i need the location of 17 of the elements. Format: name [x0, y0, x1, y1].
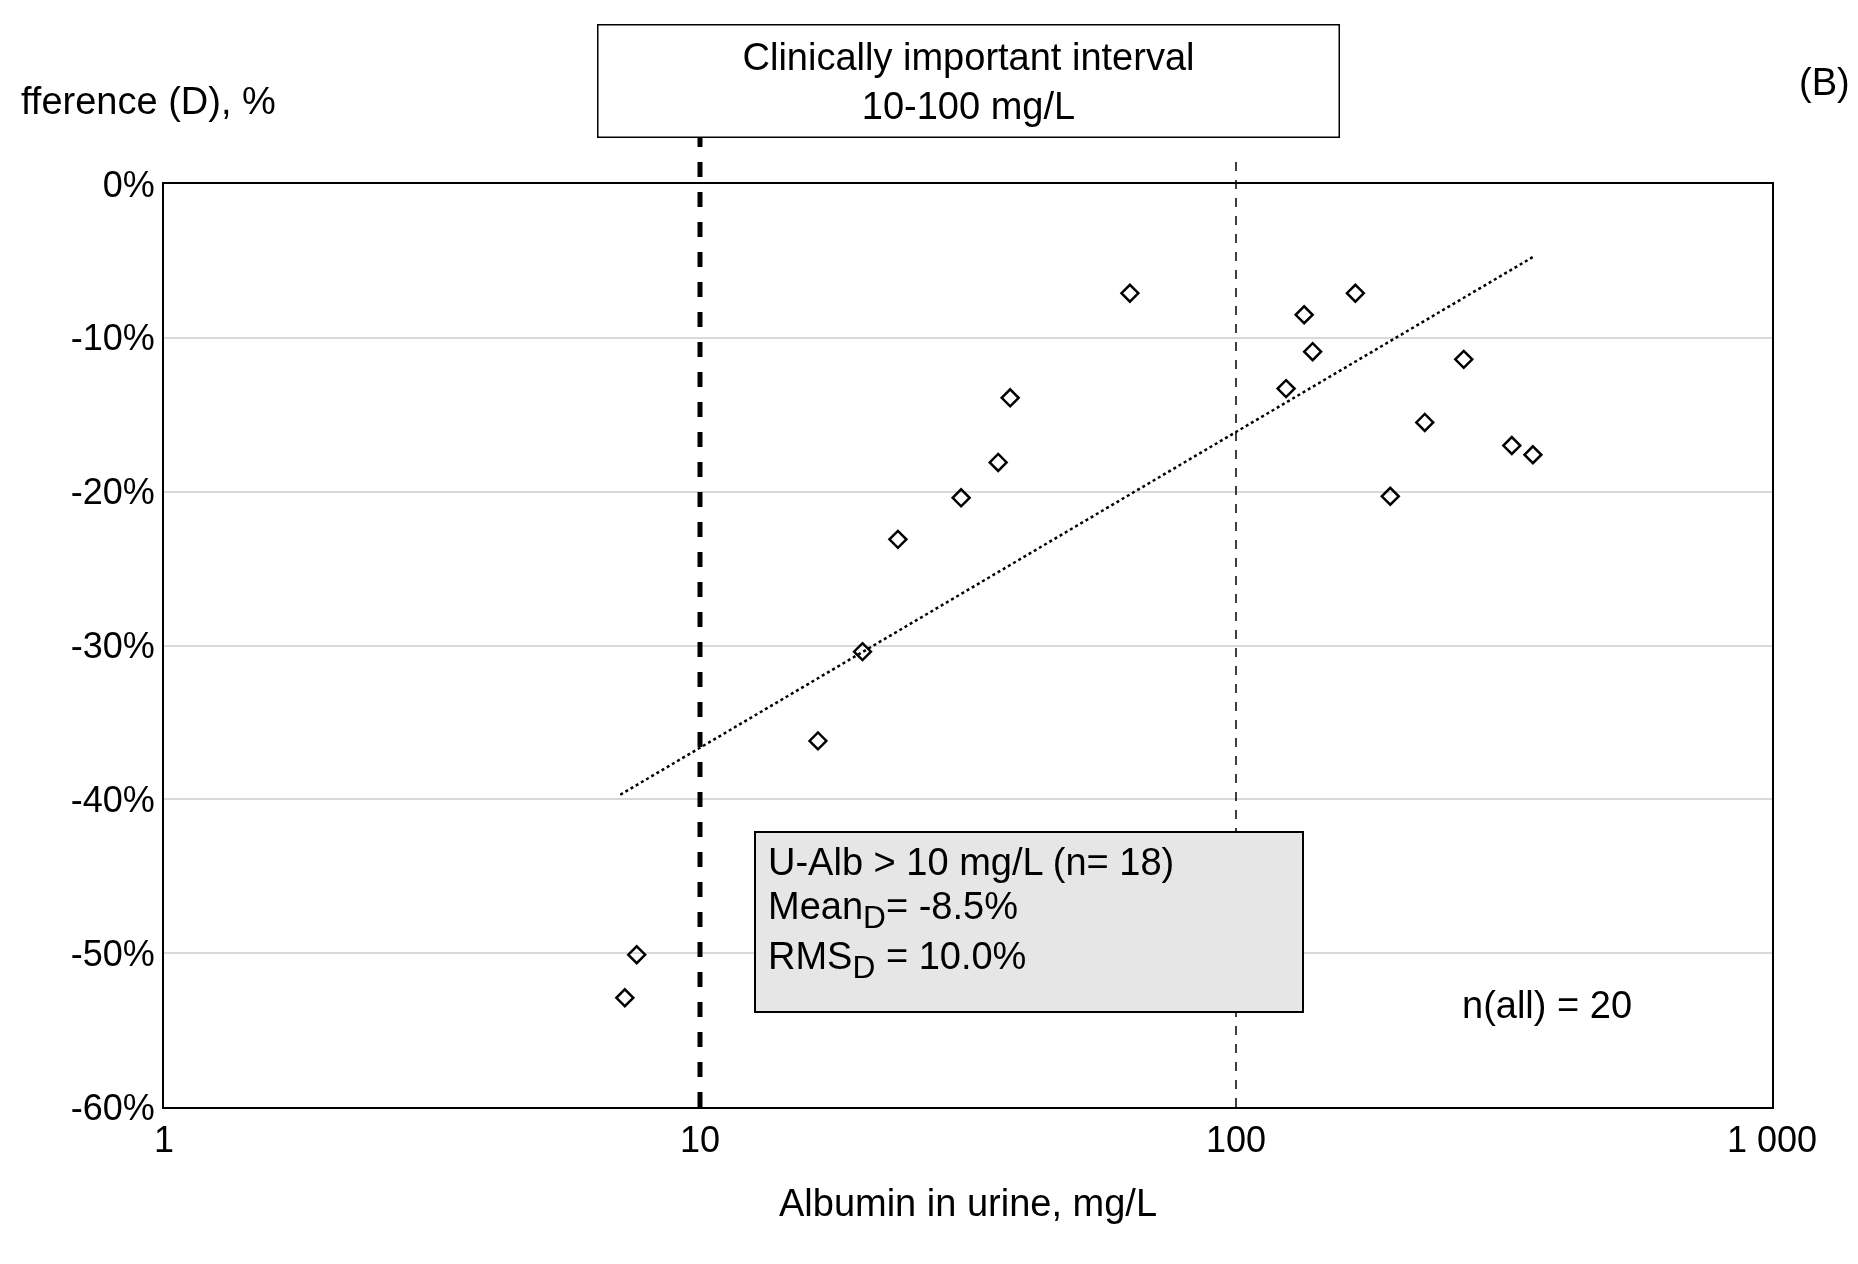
- y-axis-title: fference (D), %: [21, 80, 276, 122]
- y-tick-label: -40%: [70, 778, 155, 820]
- y-tick-label: -30%: [70, 625, 155, 667]
- y-tick-label: -60%: [70, 1086, 155, 1128]
- annotation: n(all) = 20: [1462, 984, 1633, 1026]
- y-tick-label: 0%: [102, 163, 155, 205]
- y-tick-label: -10%: [70, 317, 155, 359]
- x-tick-label: 100: [1205, 1119, 1267, 1161]
- text: (B): [1799, 61, 1850, 103]
- x-tick-label: 1 000: [1726, 1119, 1818, 1161]
- y-tick-label: -20%: [70, 471, 155, 513]
- text: Clinically important interval 10-100 mg/L: [742, 35, 1195, 127]
- y-tick-label: -50%: [70, 932, 155, 974]
- x-tick-label: 10: [679, 1119, 721, 1161]
- x-axis-title: Albumin in urine, mg/L: [778, 1181, 1158, 1224]
- x-tick-label: 1: [153, 1119, 175, 1161]
- text-box: U-Alb > 10 mg/L (n= 18) Mean$_{D}$= -8.5% RMS$_{D}$ = 10.0%: [754, 831, 1304, 1013]
